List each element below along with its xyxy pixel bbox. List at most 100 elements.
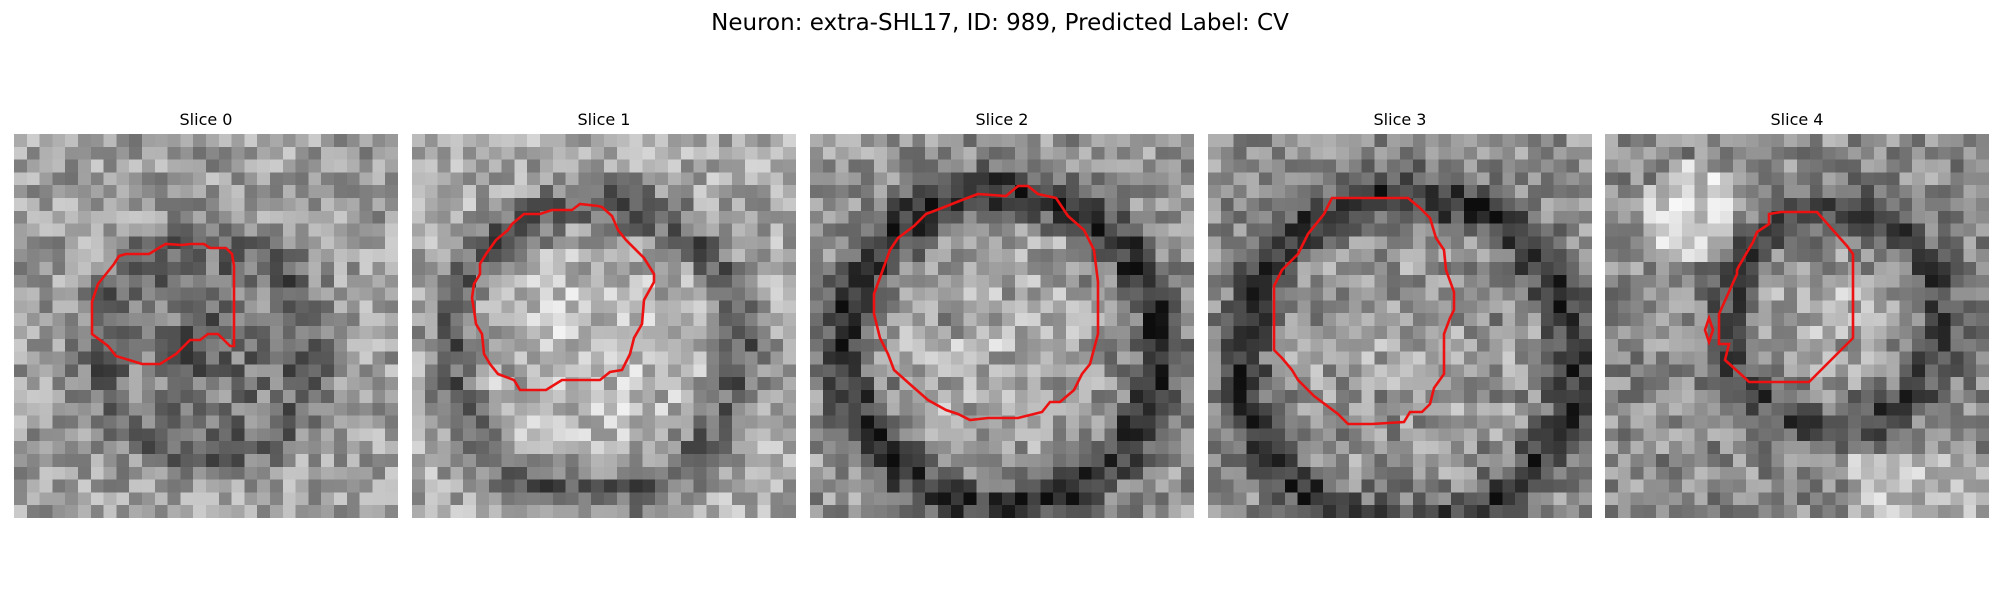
image-pixel: [732, 441, 746, 455]
image-pixel: [78, 249, 92, 263]
image-pixel: [1950, 364, 1964, 378]
image-pixel: [1976, 249, 1989, 263]
image-pixel: [1053, 249, 1067, 263]
image-pixel: [1784, 172, 1798, 186]
image-pixel: [1323, 338, 1337, 353]
image-pixel: [1284, 300, 1299, 314]
image-pixel: [1540, 274, 1555, 289]
image-pixel: [616, 415, 631, 429]
image-pixel: [1950, 479, 1964, 493]
image-pixel: [372, 262, 386, 276]
image-pixel: [810, 172, 824, 186]
image-pixel: [1208, 134, 1222, 148]
image-pixel: [231, 454, 245, 468]
image-pixel: [372, 210, 386, 225]
image-pixel: [1284, 390, 1299, 404]
image-pixel: [1861, 287, 1875, 301]
image-pixel: [757, 326, 771, 340]
image-pixel: [874, 505, 888, 518]
image-pixel: [950, 428, 965, 442]
image-pixel: [1694, 198, 1708, 212]
image-pixel: [1259, 338, 1273, 353]
image-pixel: [1002, 172, 1016, 186]
image-pixel: [1643, 466, 1657, 481]
image-pixel: [629, 198, 643, 212]
image-pixel: [1707, 159, 1721, 173]
image-pixel: [1400, 454, 1414, 468]
image-pixel: [14, 415, 28, 429]
image-pixel: [1168, 338, 1182, 353]
image-pixel: [476, 402, 490, 417]
image-pixel: [719, 441, 733, 455]
image-pixel: [154, 338, 169, 353]
image-pixel: [372, 505, 386, 518]
image-pixel: [142, 338, 156, 353]
image-pixel: [437, 441, 451, 455]
image-pixel: [1899, 505, 1913, 518]
image-pixel: [244, 326, 258, 340]
image-pixel: [39, 326, 53, 340]
image-pixel: [65, 287, 79, 301]
image-pixel: [244, 364, 258, 378]
image-pixel: [1053, 492, 1067, 506]
image-pixel: [1208, 505, 1222, 518]
image-pixel: [1168, 287, 1182, 301]
image-pixel: [1476, 466, 1491, 481]
image-pixel: [1400, 300, 1414, 314]
image-pixel: [822, 313, 837, 327]
image-pixel: [295, 364, 309, 378]
image-pixel: [103, 159, 117, 173]
image-pixel: [1233, 441, 1247, 455]
image-pixel: [899, 287, 913, 301]
image-pixel: [1117, 249, 1131, 263]
image-pixel: [1669, 300, 1683, 314]
image-pixel: [65, 249, 79, 263]
image-pixel: [334, 185, 348, 199]
image-pixel: [861, 466, 875, 481]
image-pixel: [218, 172, 233, 186]
image-pixel: [501, 338, 515, 353]
image-pixel: [1566, 492, 1580, 506]
image-pixel: [1758, 364, 1772, 378]
image-pixel: [925, 274, 939, 289]
image-pixel: [1694, 249, 1708, 263]
image-pixel: [295, 466, 309, 481]
image-pixel: [1336, 441, 1350, 455]
image-pixel: [167, 287, 181, 301]
image-pixel: [1566, 454, 1580, 468]
image-pixel: [1027, 134, 1041, 148]
image-pixel: [1412, 415, 1427, 429]
image-pixel: [424, 262, 439, 276]
image-pixel: [1617, 274, 1632, 289]
image-pixel: [1566, 134, 1580, 148]
image-pixel: [154, 402, 169, 417]
image-pixel: [193, 338, 207, 353]
image-pixel: [1348, 313, 1363, 327]
image-pixel: [180, 326, 194, 340]
image-pixel: [810, 236, 824, 250]
image-pixel: [129, 364, 143, 378]
image-pixel: [116, 377, 130, 391]
image-pixel: [1656, 210, 1670, 225]
image-pixel: [604, 466, 618, 481]
image-pixel: [244, 185, 258, 199]
image-pixel: [1694, 466, 1708, 481]
image-pixel: [1656, 262, 1670, 276]
image-pixel: [1155, 415, 1169, 429]
image-pixel: [565, 454, 579, 468]
image-pixel: [1617, 185, 1632, 199]
image-pixel: [78, 479, 92, 493]
image-pixel: [976, 492, 990, 506]
image-pixel: [1027, 287, 1041, 301]
image-pixel: [1451, 146, 1465, 161]
image-pixel: [321, 300, 335, 314]
image-pixel: [835, 466, 849, 481]
image-pixel: [1361, 390, 1375, 404]
image-pixel: [308, 223, 322, 237]
image-pixel: [744, 505, 759, 518]
image-pixel: [874, 185, 888, 199]
image-pixel: [1259, 274, 1273, 289]
image-pixel: [282, 313, 297, 327]
image-pixel: [142, 326, 156, 340]
image-pixel: [437, 364, 451, 378]
